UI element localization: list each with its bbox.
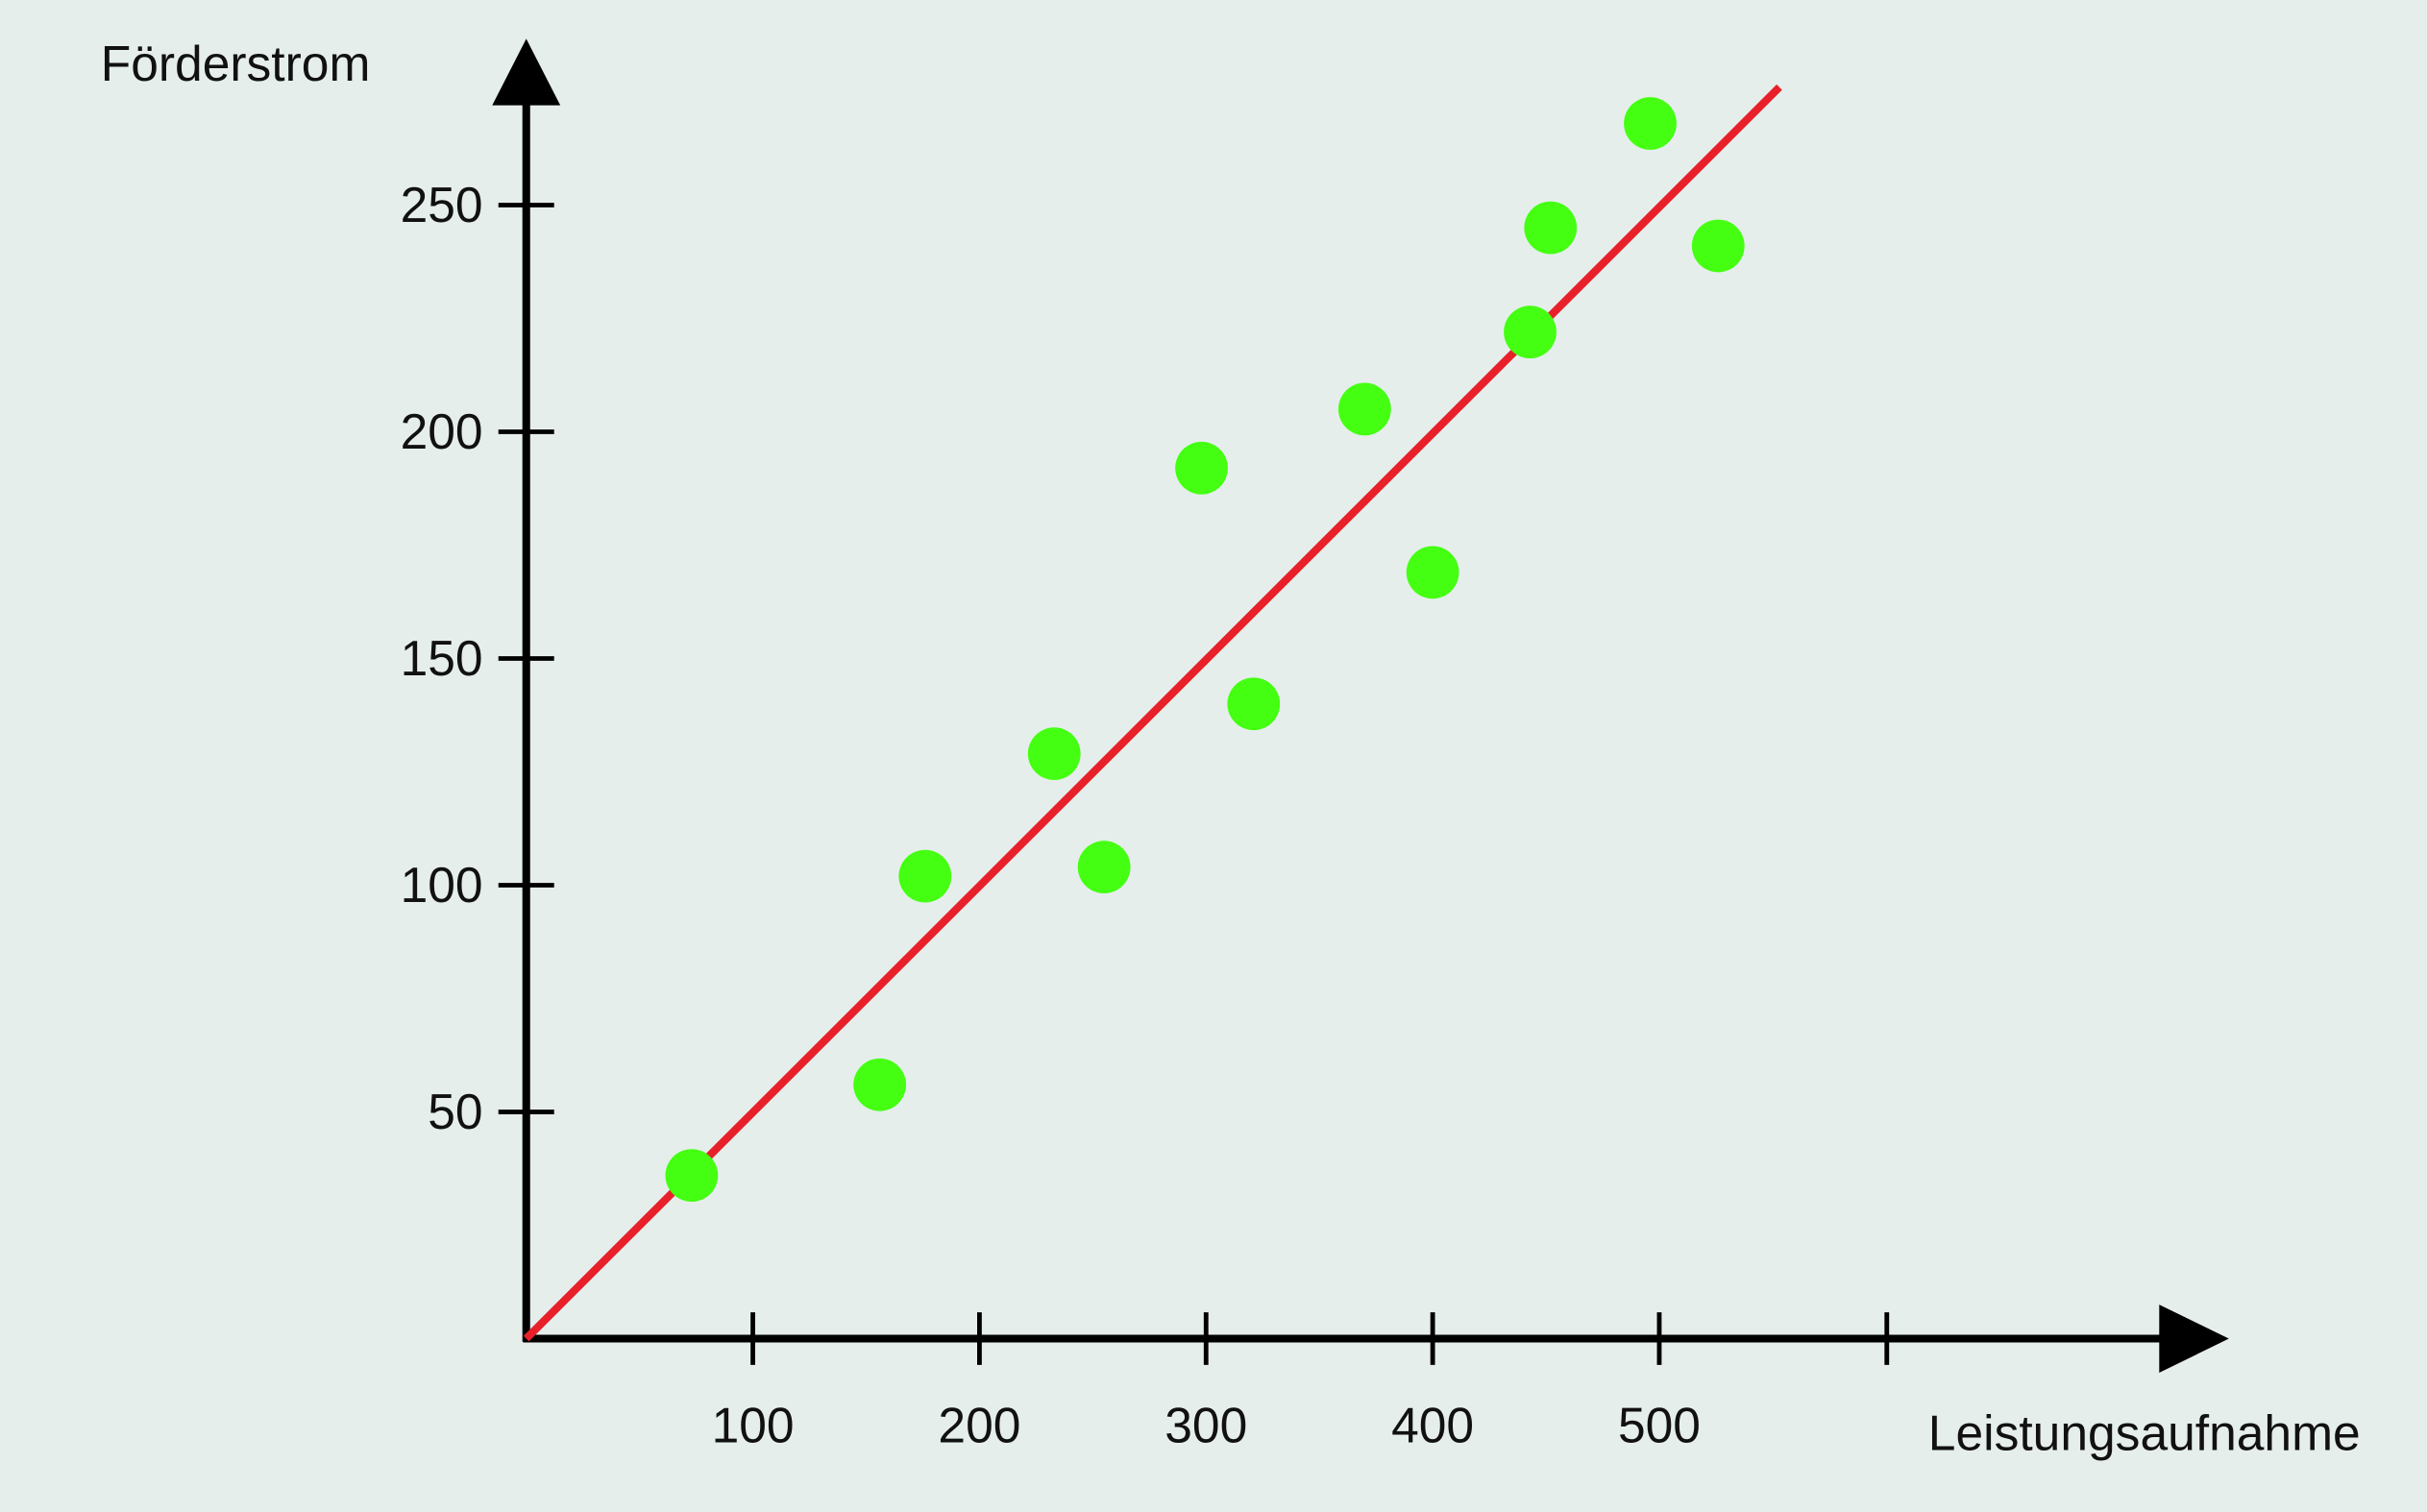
- point: [665, 1149, 719, 1202]
- fit-line: [523, 84, 1782, 1342]
- y-tick-label: 250: [401, 177, 483, 232]
- point: [853, 1058, 907, 1111]
- x-tick-label: 300: [1164, 1397, 1247, 1452]
- point: [1524, 201, 1578, 255]
- y-axis-label: Förderstrom: [101, 36, 371, 91]
- y-tick-label: 150: [401, 630, 483, 686]
- point: [1691, 219, 1745, 273]
- x-tick-label: 400: [1391, 1397, 1474, 1452]
- x-tick-label: 100: [712, 1397, 795, 1452]
- x-axis-arrow: [2159, 1305, 2229, 1373]
- point: [1027, 727, 1081, 781]
- y-tick-label: 50: [428, 1084, 482, 1139]
- x-tick-label: 200: [938, 1397, 1020, 1452]
- x-tick-label: 500: [1618, 1397, 1701, 1452]
- y-tick-label: 200: [401, 403, 483, 459]
- x-axis-label: Leistungsaufnahme: [1928, 1405, 2361, 1461]
- point: [1077, 841, 1131, 894]
- point: [1624, 97, 1677, 150]
- point: [1175, 441, 1228, 495]
- y-tick-label: 100: [401, 857, 483, 913]
- point: [1227, 677, 1281, 731]
- point: [1337, 382, 1391, 436]
- point: [1504, 305, 1557, 359]
- point: [898, 849, 952, 903]
- point: [1406, 546, 1459, 599]
- y-axis-arrow: [492, 38, 561, 106]
